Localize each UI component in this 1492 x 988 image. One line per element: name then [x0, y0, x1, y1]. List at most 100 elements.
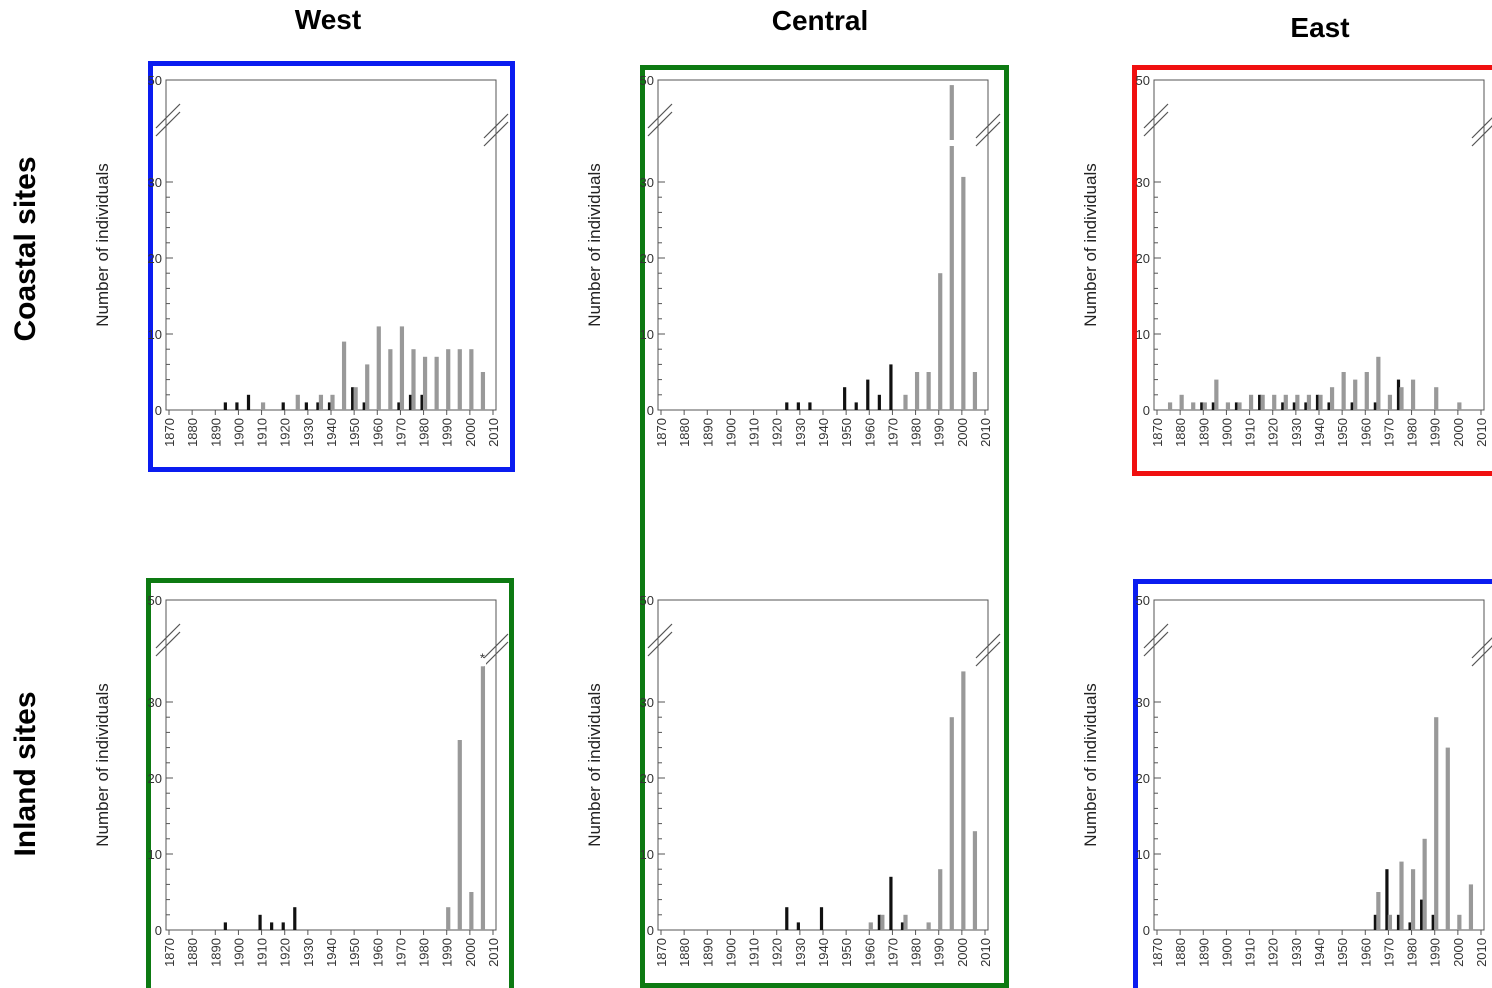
bar	[260, 402, 266, 410]
x-tick-label: 1950	[347, 938, 362, 967]
frame-central-column	[640, 65, 1009, 988]
x-tick-label: 1940	[324, 938, 339, 967]
axis-break-left	[155, 103, 181, 129]
x-tick-label: 1990	[932, 938, 947, 967]
x-tick-label: 1900	[231, 418, 246, 447]
bar	[1260, 394, 1265, 410]
plot-area-inland-west	[165, 599, 497, 931]
x-tick-label: 1870	[1150, 418, 1165, 447]
y-tick-label: 50	[640, 593, 654, 608]
x-tick-label: 1940	[816, 418, 831, 447]
bar	[877, 914, 881, 930]
y-tick-label: 50	[1136, 593, 1150, 608]
bar	[420, 394, 424, 410]
x-tick-label: 1990	[1428, 938, 1443, 967]
bar	[246, 394, 251, 410]
x-tick-label: 1970	[885, 418, 900, 447]
x-tick-label: 1930	[793, 418, 808, 447]
frame-inland-east	[1133, 579, 1492, 988]
axis-break-left	[647, 103, 673, 129]
x-tick-label: 1960	[370, 418, 385, 447]
y-tick-label: 10	[148, 847, 162, 862]
x-tick-label: 1990	[932, 418, 947, 447]
bar	[1434, 387, 1439, 410]
bar	[397, 402, 401, 410]
x-tick-label: 1880	[185, 938, 200, 967]
bar	[480, 372, 486, 410]
bar	[1399, 861, 1404, 930]
bar	[330, 394, 335, 410]
bar	[1387, 394, 1393, 410]
y-tick-label: 0	[155, 923, 162, 938]
bar	[1258, 394, 1262, 410]
x-tick-label: 1880	[1173, 418, 1188, 447]
x-tick-label: 2010	[1474, 418, 1489, 447]
frame-coastal-east	[1132, 65, 1492, 476]
bar	[1422, 838, 1427, 930]
bar	[304, 402, 308, 410]
bar	[446, 349, 451, 410]
bar	[1211, 402, 1215, 410]
y-tick-label: 10	[1136, 847, 1150, 862]
x-tick-label: 1990	[440, 938, 455, 967]
x-tick-label: 1940	[816, 938, 831, 967]
axis-break-right	[1471, 645, 1492, 667]
x-tick-label: 1950	[839, 938, 854, 967]
y-tick-label: 0	[1143, 403, 1150, 418]
x-tick-label: 1920	[1266, 938, 1281, 967]
x-tick-label: 1980	[909, 938, 924, 967]
y-axis-label: Number of individuals	[93, 683, 112, 846]
axis-break-right	[1471, 637, 1492, 659]
x-tick-label: 1870	[654, 418, 669, 447]
y-tick-label: 30	[640, 695, 654, 710]
bar	[388, 349, 393, 410]
bar	[1350, 402, 1354, 410]
bar	[796, 402, 800, 410]
bar	[1373, 402, 1377, 410]
bar	[1214, 379, 1219, 410]
bar	[1225, 402, 1231, 410]
bar	[808, 402, 812, 410]
axis-break-left	[647, 631, 673, 657]
axis-break-left	[647, 111, 673, 137]
x-tick-label: 1910	[747, 418, 762, 447]
x-tick-label: 1880	[1173, 938, 1188, 967]
bar	[1431, 914, 1435, 930]
axis-break-right	[483, 641, 509, 667]
x-tick-label: 1960	[1358, 418, 1373, 447]
bar	[1396, 914, 1401, 930]
x-tick-label: 2000	[955, 418, 970, 447]
bar	[854, 402, 858, 410]
y-axis-label: Number of individuals	[1081, 163, 1100, 326]
axis-break-right	[975, 633, 1001, 659]
bar-break-gap	[960, 140, 967, 146]
x-tick-label: 1880	[677, 938, 692, 967]
bar	[327, 402, 332, 410]
x-tick-label: 1880	[185, 418, 200, 447]
x-tick-label: 1880	[677, 418, 692, 447]
axis-break-right	[483, 633, 509, 659]
bar	[469, 349, 474, 410]
column-title-central: Central	[771, 5, 869, 36]
bar	[469, 892, 474, 930]
bar	[1202, 402, 1207, 410]
x-tick-label: 1890	[1196, 418, 1211, 447]
axis-break-left	[1143, 103, 1169, 129]
bar	[480, 666, 486, 930]
x-tick-label: 2000	[463, 938, 478, 967]
bar	[1410, 379, 1416, 410]
x-tick-label: 1870	[162, 418, 177, 447]
bar	[365, 364, 370, 410]
bar	[1353, 379, 1358, 410]
x-tick-label: 1870	[1150, 938, 1165, 967]
bar	[1237, 402, 1242, 410]
x-tick-label: 1930	[1289, 938, 1304, 967]
bar	[1373, 914, 1377, 930]
x-tick-label: 1910	[747, 938, 762, 967]
bar	[457, 349, 462, 410]
x-tick-label: 1960	[370, 938, 385, 967]
bar	[843, 387, 847, 410]
bar	[281, 402, 285, 410]
y-tick-label: 50	[148, 73, 162, 88]
x-tick-label: 1980	[417, 418, 432, 447]
